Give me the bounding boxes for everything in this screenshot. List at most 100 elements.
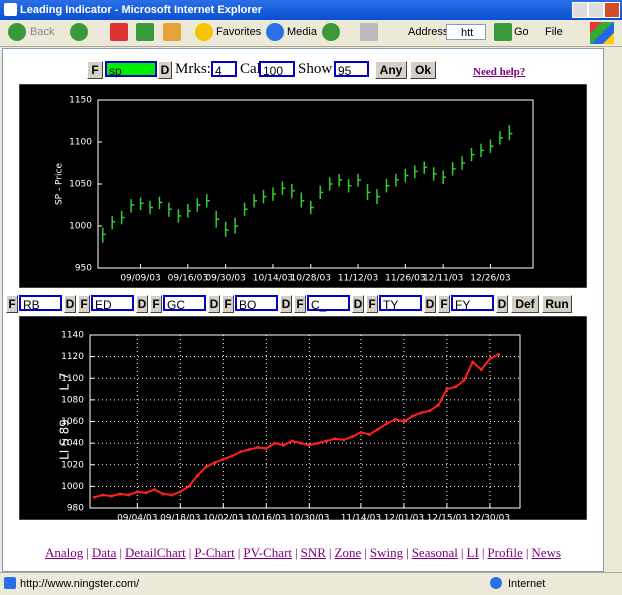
nav-link[interactable]: Data xyxy=(91,545,117,560)
stop-icon[interactable] xyxy=(110,23,128,41)
address-bar[interactable]: htt xyxy=(446,24,486,40)
history-icon[interactable] xyxy=(322,23,340,41)
forward-icon[interactable] xyxy=(70,23,88,41)
nav-link[interactable]: Analog xyxy=(45,545,84,560)
point xyxy=(454,385,457,389)
app-icon xyxy=(4,3,17,16)
back-icon[interactable] xyxy=(8,23,26,41)
d-button[interactable]: D xyxy=(280,295,292,313)
f-button[interactable]: F xyxy=(294,295,306,313)
def-button[interactable]: Def xyxy=(511,295,539,313)
marks-label: Mrks: xyxy=(175,61,211,77)
d-button[interactable]: D xyxy=(64,295,76,313)
maximize[interactable] xyxy=(588,2,604,18)
x-tick-label: 10/14/03 xyxy=(253,274,293,284)
d-button[interactable]: D xyxy=(352,295,364,313)
series-input[interactable]: RB xyxy=(19,295,62,312)
f-button[interactable]: F xyxy=(6,295,18,313)
y-axis-label: L 7 xyxy=(58,372,72,390)
marks-input[interactable]: 4 xyxy=(211,61,237,78)
y-tick-label: 1080 xyxy=(61,395,84,405)
point xyxy=(376,427,380,431)
point xyxy=(419,411,423,415)
point xyxy=(282,443,285,447)
y-tick-label: 1060 xyxy=(61,417,84,427)
y-tick-label: 1100 xyxy=(61,374,84,384)
media[interactable]: Media xyxy=(287,26,317,38)
point xyxy=(196,474,199,478)
x-tick-label: 09/30/03 xyxy=(205,274,245,284)
separator: | xyxy=(328,545,332,560)
x-tick-label: 09/18/03 xyxy=(160,514,200,521)
status-url: http://www.ningster.com/ xyxy=(20,578,140,590)
d-button[interactable]: D xyxy=(208,295,220,313)
address-label: Address xyxy=(408,26,449,38)
back[interactable]: Back xyxy=(30,26,55,38)
y-tick-label: 1120 xyxy=(61,352,84,362)
nav-link[interactable]: News xyxy=(531,545,562,560)
point xyxy=(385,422,389,426)
series-input[interactable]: TY xyxy=(379,295,422,312)
series-input[interactable]: C_ xyxy=(307,295,350,312)
help-link[interactable]: Need help? xyxy=(473,66,526,78)
nav-link[interactable]: DetailChart xyxy=(125,545,186,560)
home-icon[interactable] xyxy=(163,23,181,41)
file-menu[interactable]: File xyxy=(545,26,563,38)
x-tick-label: 12/11/03 xyxy=(423,274,463,284)
f-button[interactable]: F xyxy=(87,61,103,79)
nav-link[interactable]: P-Chart xyxy=(194,545,235,560)
refresh-icon[interactable] xyxy=(136,23,154,41)
nav-link[interactable]: PV-Chart xyxy=(243,545,293,560)
nav-link[interactable]: Seasonal xyxy=(411,545,458,560)
close[interactable] xyxy=(604,2,620,18)
cal-input[interactable]: 100 xyxy=(259,61,295,78)
separator: | xyxy=(525,545,529,560)
f-button[interactable]: F xyxy=(366,295,378,313)
mail-icon[interactable] xyxy=(360,23,378,41)
point xyxy=(161,492,165,496)
point xyxy=(204,465,208,469)
point xyxy=(153,488,156,492)
media-icon[interactable] xyxy=(266,23,284,41)
d-button[interactable]: D xyxy=(158,61,172,79)
point xyxy=(178,490,182,494)
show-label: Show xyxy=(298,61,333,77)
series-input[interactable]: GC xyxy=(163,295,206,312)
nav-link[interactable]: SNR xyxy=(300,545,326,560)
f-button[interactable]: F xyxy=(78,295,90,313)
f-button[interactable]: F xyxy=(438,295,450,313)
point xyxy=(290,439,294,443)
show-input[interactable]: 95 xyxy=(334,61,369,78)
f-button[interactable]: F xyxy=(222,295,234,313)
point xyxy=(273,441,277,445)
separator: | xyxy=(119,545,123,560)
y-tick-label: 1020 xyxy=(61,460,84,470)
favorites[interactable]: Favorites xyxy=(216,26,262,38)
nav-link[interactable]: Zone xyxy=(334,545,362,560)
run-button[interactable]: Run xyxy=(542,295,572,313)
page-content: F sp D Mrks: 4 Cal 100 Show 95 Any Ok Ne… xyxy=(2,48,604,572)
y-axis-label: LI S 89 xyxy=(58,419,72,460)
go[interactable]: Go xyxy=(514,26,529,38)
minimize[interactable] xyxy=(572,2,588,18)
nav-link[interactable]: LI xyxy=(466,545,479,560)
any-button[interactable]: Any xyxy=(375,61,407,79)
point xyxy=(368,432,371,436)
go-icon[interactable] xyxy=(494,23,512,41)
page-icon xyxy=(4,577,16,589)
series-input[interactable]: ED xyxy=(91,295,134,312)
x-tick-label: 09/04/03 xyxy=(117,514,157,521)
d-button[interactable]: D xyxy=(496,295,508,313)
symbol-input[interactable]: sp xyxy=(105,61,157,78)
favorites-icon[interactable] xyxy=(195,23,213,41)
series-input[interactable]: FY xyxy=(451,295,494,312)
nav-link[interactable]: Swing xyxy=(369,545,404,560)
point xyxy=(333,437,337,441)
nav-link[interactable]: Profile xyxy=(487,545,523,560)
ok-button[interactable]: Ok xyxy=(410,61,436,79)
d-button[interactable]: D xyxy=(136,295,148,313)
f-button[interactable]: F xyxy=(150,295,162,313)
series-input[interactable]: BO xyxy=(235,295,278,312)
x-tick-label: 12/15/03 xyxy=(427,514,467,521)
d-button[interactable]: D xyxy=(424,295,436,313)
